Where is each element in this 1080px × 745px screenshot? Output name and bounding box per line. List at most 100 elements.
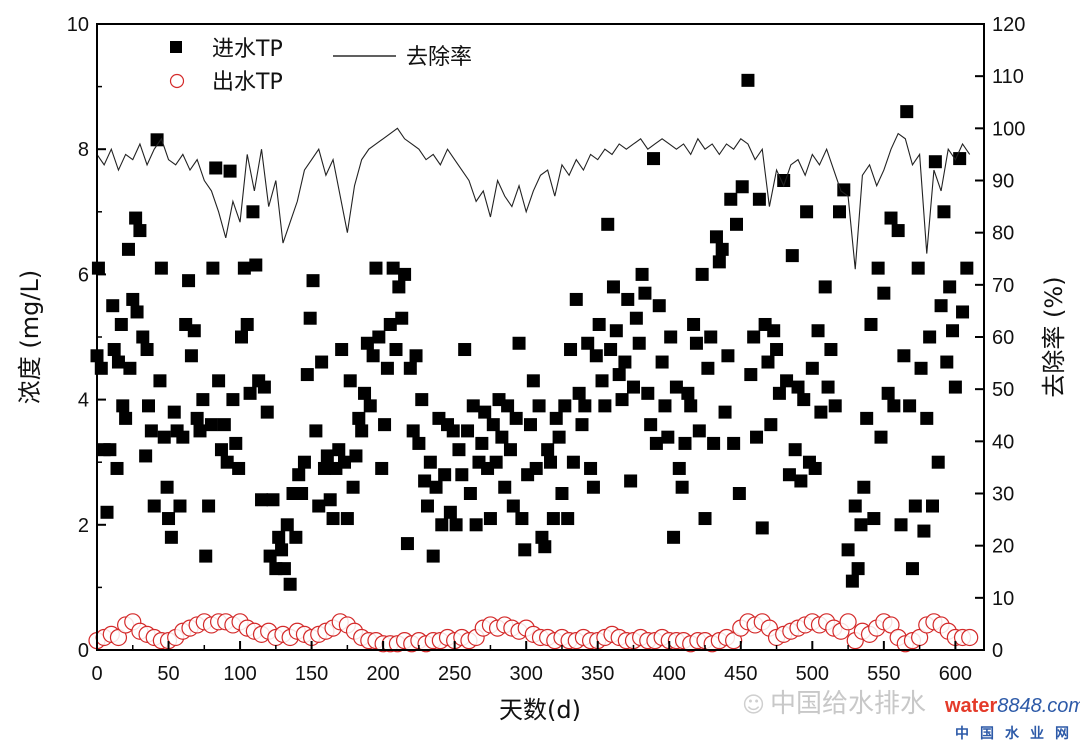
influent-tp-point — [187, 324, 201, 338]
influent-tp-point — [782, 468, 796, 482]
influent-tp-point — [94, 361, 108, 375]
influent-tp-point — [564, 343, 578, 357]
influent-tp-point — [106, 299, 120, 313]
influent-tp-point — [780, 374, 794, 388]
influent-tp-point — [647, 152, 661, 166]
influent-tp-point — [119, 411, 133, 425]
influent-tp-point — [103, 443, 117, 457]
influent-tp-point — [409, 349, 423, 363]
influent-tp-point — [715, 242, 729, 256]
influent-tp-point — [360, 336, 374, 350]
influent-tp-point — [423, 455, 437, 469]
influent-tp-point — [649, 436, 663, 450]
influent-tp-point — [412, 436, 426, 450]
y-tick-label: 6 — [78, 264, 89, 286]
x-tick-label: 0 — [91, 663, 102, 685]
influent-tp-point — [162, 512, 176, 526]
influent-tp-point — [199, 549, 213, 563]
influent-tp-point — [114, 317, 128, 331]
influent-tp-point — [960, 261, 974, 275]
influent-tp-point — [243, 386, 257, 400]
y2-tick-label: 90 — [992, 171, 1014, 193]
influent-tp-point — [446, 424, 460, 438]
influent-tp-point — [378, 418, 392, 432]
influent-tp-point — [173, 499, 187, 513]
influent-tp-point — [280, 518, 294, 532]
influent-tp-point — [937, 205, 951, 219]
influent-tp-point — [380, 361, 394, 375]
influent-tp-point — [400, 537, 414, 551]
influent-tp-point — [871, 261, 885, 275]
influent-tp-point — [398, 267, 412, 281]
influent-tp-point — [903, 399, 917, 413]
influent-tp-point — [821, 380, 835, 394]
influent-tp-point — [315, 355, 329, 369]
influent-tp-point — [107, 343, 121, 357]
x-tick-label: 350 — [581, 663, 614, 685]
y2-tick-label: 30 — [992, 484, 1014, 506]
influent-tp-point — [589, 349, 603, 363]
influent-tp-point — [100, 505, 114, 519]
influent-tp-point — [202, 499, 216, 513]
influent-tp-point — [395, 311, 409, 325]
influent-tp-point — [718, 405, 732, 419]
influent-tp-point — [747, 330, 761, 344]
influent-tp-point — [121, 242, 135, 256]
x-tick-label: 300 — [510, 663, 543, 685]
influent-tp-point — [566, 455, 580, 469]
influent-tp-point — [770, 343, 784, 357]
influent-tp-point — [489, 455, 503, 469]
influent-tp-point — [764, 418, 778, 432]
x-tick-label: 50 — [157, 663, 179, 685]
y2-tick-label: 10 — [992, 588, 1014, 610]
x-axis-label: 天数(d) — [499, 696, 581, 724]
influent-tp-point — [275, 543, 289, 557]
influent-tp-point — [724, 192, 738, 206]
influent-tp-point — [750, 430, 764, 444]
influent-tp-point — [689, 336, 703, 350]
influent-tp-point — [418, 474, 432, 488]
influent-tp-point — [824, 343, 838, 357]
influent-tp-point — [363, 399, 377, 413]
influent-tp-point — [463, 487, 477, 500]
influent-tp-point — [729, 217, 743, 231]
influent-tp-point — [355, 424, 369, 438]
influent-tp-point — [584, 461, 598, 475]
influent-tp-point — [833, 205, 847, 219]
influent-tp-point — [538, 540, 552, 554]
legend-circle-icon — [169, 73, 185, 89]
influent-tp-point — [182, 274, 196, 288]
influent-tp-point — [612, 368, 626, 382]
influent-tp-point — [123, 361, 137, 375]
influent-tp-point — [136, 330, 150, 344]
influent-tp-point — [735, 180, 749, 194]
influent-tp-point — [891, 224, 905, 238]
influent-tp-point — [678, 436, 692, 450]
y2-tick-label: 20 — [992, 536, 1014, 558]
influent-tp-point — [767, 324, 781, 338]
y2-tick-label: 120 — [992, 14, 1025, 36]
removal-rate-line — [96, 127, 971, 270]
influent-tp-point — [486, 418, 500, 432]
influent-tp-point — [466, 399, 480, 413]
influent-tp-point — [469, 518, 483, 532]
influent-tp-point — [672, 461, 686, 475]
influent-tp-point — [541, 443, 555, 457]
influent-tp-point — [133, 224, 147, 238]
influent-tp-point — [142, 399, 156, 413]
influent-tp-point — [204, 418, 218, 432]
influent-tp-point — [948, 380, 962, 394]
influent-tp-point — [800, 205, 814, 219]
wechat-icon: ☺ — [742, 693, 765, 718]
y-axis-label: 浓度 (mg/L) — [16, 270, 44, 404]
y-tick-label: 2 — [78, 515, 89, 537]
influent-tp-point — [712, 255, 726, 269]
influent-tp-point — [572, 386, 586, 400]
influent-tp-point — [569, 292, 583, 306]
influent-tp-point — [237, 261, 251, 275]
influent-tp-point — [655, 355, 669, 369]
influent-tp-point — [317, 461, 331, 475]
influent-tp-point — [925, 499, 939, 513]
influent-tp-point — [303, 311, 317, 325]
influent-tp-point — [618, 355, 632, 369]
